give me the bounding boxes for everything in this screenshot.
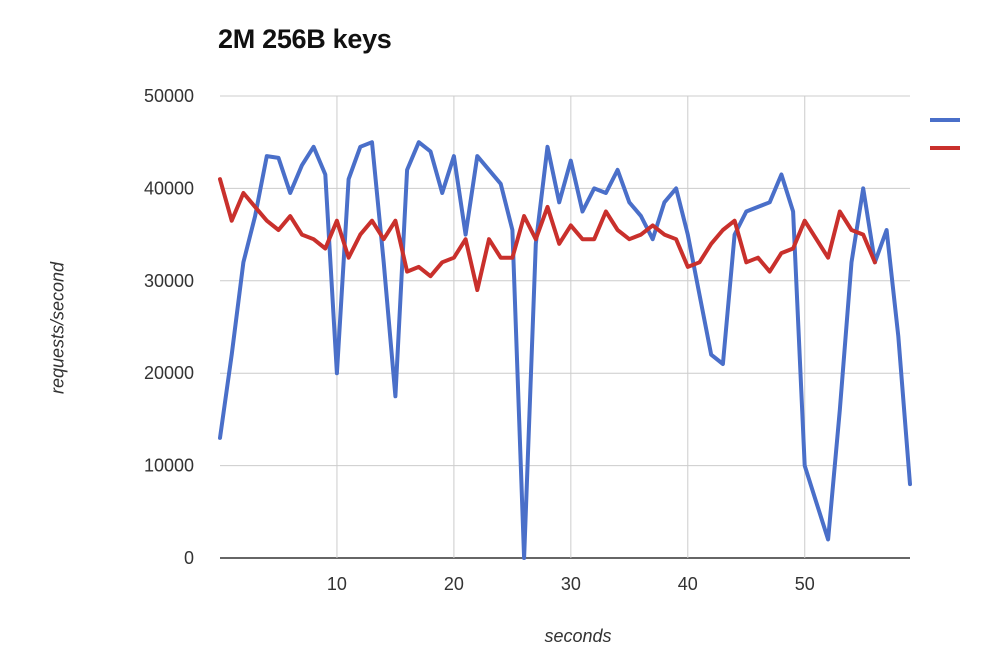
chart-title: 2M 256B keys: [218, 24, 392, 54]
y-tick-label: 0: [184, 548, 194, 568]
x-tick-label: 10: [327, 574, 347, 594]
x-tick-label: 30: [561, 574, 581, 594]
x-tick-label: 20: [444, 574, 464, 594]
series-line-1: [218, 140, 912, 560]
series-line-2: [218, 177, 877, 292]
x-axis-label: seconds: [544, 626, 612, 646]
x-tick-label: 50: [795, 574, 815, 594]
y-tick-label: 20000: [144, 363, 194, 383]
y-tick-label: 30000: [144, 271, 194, 291]
y-tick-label: 40000: [144, 178, 194, 198]
x-tick-label: 40: [678, 574, 698, 594]
y-tick-label: 10000: [144, 456, 194, 476]
y-tick-label: 50000: [144, 86, 194, 106]
